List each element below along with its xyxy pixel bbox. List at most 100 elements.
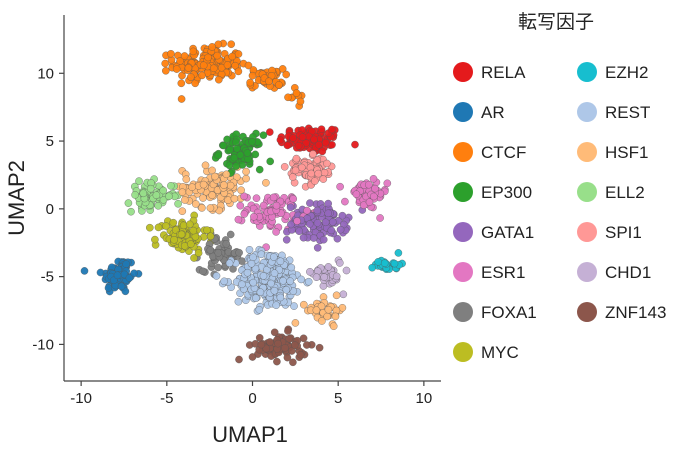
point-gata1: [313, 206, 322, 215]
x-tick-label: 0: [248, 390, 256, 407]
point-spi1: [280, 163, 289, 171]
point-ctcf: [208, 43, 216, 51]
point-myc: [206, 232, 215, 241]
point-ell2: [127, 207, 135, 216]
point-esr1: [365, 198, 374, 206]
point-gata1: [295, 227, 303, 235]
legend-label-gata1: GATA1: [481, 223, 534, 242]
point-gata1: [305, 220, 314, 228]
point-rest: [245, 246, 254, 254]
point-rest: [249, 253, 257, 262]
point-gata1: [309, 234, 318, 242]
point-rest: [257, 250, 266, 259]
point-esr1: [371, 184, 379, 193]
point-ep300: [243, 149, 252, 157]
point-hsf1: [188, 183, 196, 191]
point-spi1: [320, 168, 329, 177]
point-gata1: [327, 226, 336, 235]
x-tick-label: -10: [70, 390, 92, 407]
point-ell2: [165, 192, 173, 201]
point-ctcf: [282, 70, 290, 79]
point-foxa1: [235, 248, 243, 257]
point-ep300: [214, 151, 223, 160]
point-znf143: [248, 353, 257, 361]
point-ctcf: [172, 65, 181, 73]
point-ezh2: [390, 259, 399, 268]
x-ticks: -10 -5 0 5 10: [70, 381, 432, 407]
point-rest: [276, 257, 285, 266]
point-esr1: [341, 197, 349, 206]
point-ctcf: [184, 64, 193, 72]
point-znf143: [235, 355, 243, 364]
point-myc: [162, 222, 170, 230]
point-spi1: [311, 177, 319, 185]
point-rest: [270, 253, 278, 261]
legend-label-znf143: ZNF143: [605, 303, 666, 322]
point-hsf1: [237, 186, 245, 194]
legend-marker-spi1: [577, 222, 597, 242]
point-ar: [117, 282, 126, 291]
y-tick-label: 5: [46, 133, 54, 150]
point-gata1: [333, 234, 342, 243]
point-rest: [282, 286, 291, 294]
point-myc: [194, 249, 203, 257]
point-hsf1: [211, 172, 219, 181]
point-esr1: [240, 192, 248, 201]
point-gata1: [336, 225, 345, 234]
legend-marker-ell2: [577, 182, 597, 202]
point-ctcf: [278, 65, 287, 73]
point-ctcf: [210, 64, 218, 73]
point-ep300: [233, 144, 241, 153]
y-axis-title: UMAP2: [4, 160, 29, 236]
point-ctcf: [177, 79, 186, 88]
point-ctcf: [187, 73, 195, 81]
point-ell2: [124, 199, 133, 207]
point-esr1: [250, 213, 258, 221]
point-rest: [212, 272, 221, 280]
point-hsf1: [312, 306, 321, 314]
point-hsf1: [324, 305, 333, 314]
point-esr1: [369, 175, 378, 183]
point-ep300: [248, 137, 256, 146]
point-esr1: [370, 192, 378, 201]
x-tick-label: 5: [334, 390, 342, 407]
point-ell2: [167, 182, 175, 190]
point-rela: [351, 140, 359, 149]
point-ctcf: [204, 53, 212, 62]
scatter-points: [80, 39, 406, 367]
point-ep300: [219, 141, 228, 150]
legend-label-ezh2: EZH2: [605, 63, 648, 82]
legend-marker-chd1: [577, 262, 597, 282]
point-foxa1: [214, 249, 223, 257]
point-ctcf: [162, 67, 170, 75]
point-ctcf: [161, 59, 169, 68]
point-esr1: [269, 193, 278, 202]
point-ezh2: [380, 259, 389, 267]
point-gata1: [313, 244, 322, 252]
point-rest: [276, 293, 285, 302]
point-chd1: [342, 266, 351, 275]
legend-label-hsf1: HSF1: [605, 143, 648, 162]
point-rest: [220, 277, 228, 286]
legend-label-rest: REST: [605, 103, 650, 122]
point-ezh2: [374, 258, 382, 266]
legend-label-ctcf: CTCF: [481, 143, 526, 162]
point-chd1: [339, 290, 348, 299]
point-rela: [266, 128, 274, 136]
point-hsf1: [318, 317, 326, 325]
point-rela: [318, 147, 327, 156]
legend-marker-gata1: [453, 222, 473, 242]
point-znf143: [274, 339, 282, 348]
point-znf143: [283, 353, 292, 362]
point-rest: [270, 269, 279, 277]
point-hsf1: [220, 181, 228, 189]
point-gata1: [287, 220, 295, 229]
point-rest: [234, 297, 243, 306]
point-ell2: [152, 191, 161, 199]
point-ep300: [232, 138, 240, 147]
point-rela: [276, 136, 285, 144]
point-rest: [247, 259, 256, 268]
point-ell2: [139, 189, 148, 198]
legend-marker-ezh2: [577, 62, 597, 82]
